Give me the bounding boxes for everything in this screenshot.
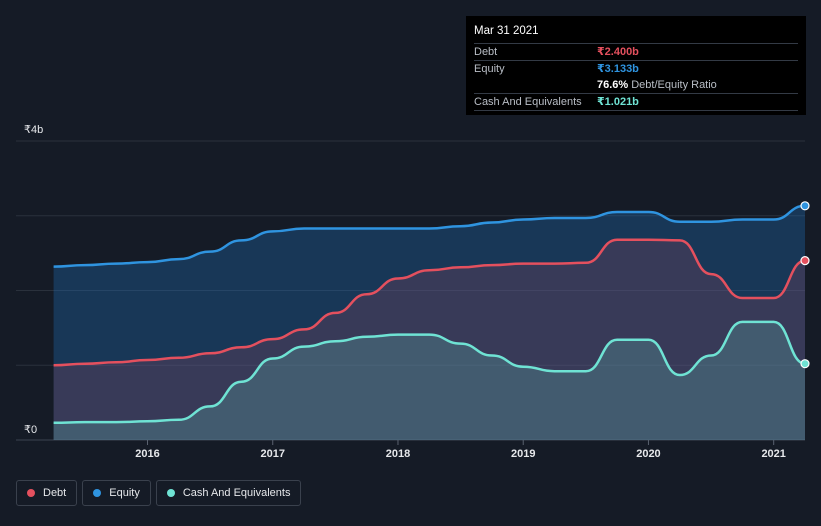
tooltip-ratio-label: Debt/Equity Ratio [631,79,717,91]
x-tick-label: 2017 [260,448,284,460]
x-tick-label: 2016 [135,448,159,460]
tooltip-debt-row: Debt ₹2.400b [474,43,798,60]
tooltip-equity-row: Equity ₹3.133b [474,60,798,77]
cash-area [53,321,806,440]
y-axis-min-label: ₹0 [24,424,37,436]
equity-end-point [800,201,810,211]
legend-item-cash[interactable]: Cash And Equivalents [155,480,302,506]
cash-dot-icon [166,489,175,497]
debt-area [53,239,806,440]
tooltip-ratio-row: 76.6% Debt/Equity Ratio [474,77,798,93]
tooltip-ratio-value: 76.6% [597,79,629,91]
debt-end-point [800,256,810,266]
x-tick-label: 2020 [636,448,660,460]
tooltip-equity-label: Equity [474,63,505,75]
legend-item-equity[interactable]: Equity [82,480,151,506]
x-tick-label: 2021 [761,448,785,460]
tooltip-debt-label: Debt [474,46,498,58]
x-tick-label: 2019 [511,448,535,460]
legend-equity-label: Equity [109,487,140,499]
tooltip-equity-value: ₹3.133b [597,63,639,75]
tooltip-cash-value: ₹1.021b [597,96,639,108]
cash-end-point [800,359,810,369]
debt-dot-icon [27,489,35,497]
y-axis-max-label: ₹4b [24,124,43,136]
equity-dot-icon [93,489,102,497]
tooltip-cash-row: Cash And Equivalents ₹1.021b [474,93,798,111]
x-tick-label: 2018 [386,448,410,460]
debt-line [53,238,806,367]
legend-cash-label: Cash And Equivalents [182,487,291,499]
legend-debt-label: Debt [43,487,67,499]
tooltip-date: Mar 31 2021 [474,25,539,37]
tooltip-cash-label: Cash And Equivalents [474,96,582,108]
chart-legend: Debt Equity Cash And Equivalents [16,480,306,506]
cash-line [53,320,806,425]
equity-line [53,204,806,268]
tooltip-panel: Mar 31 2021 Debt ₹2.400b Equity ₹3.133b … [466,16,806,115]
tooltip-debt-value: ₹2.400b [597,46,639,58]
legend-item-debt[interactable]: Debt [16,480,78,506]
